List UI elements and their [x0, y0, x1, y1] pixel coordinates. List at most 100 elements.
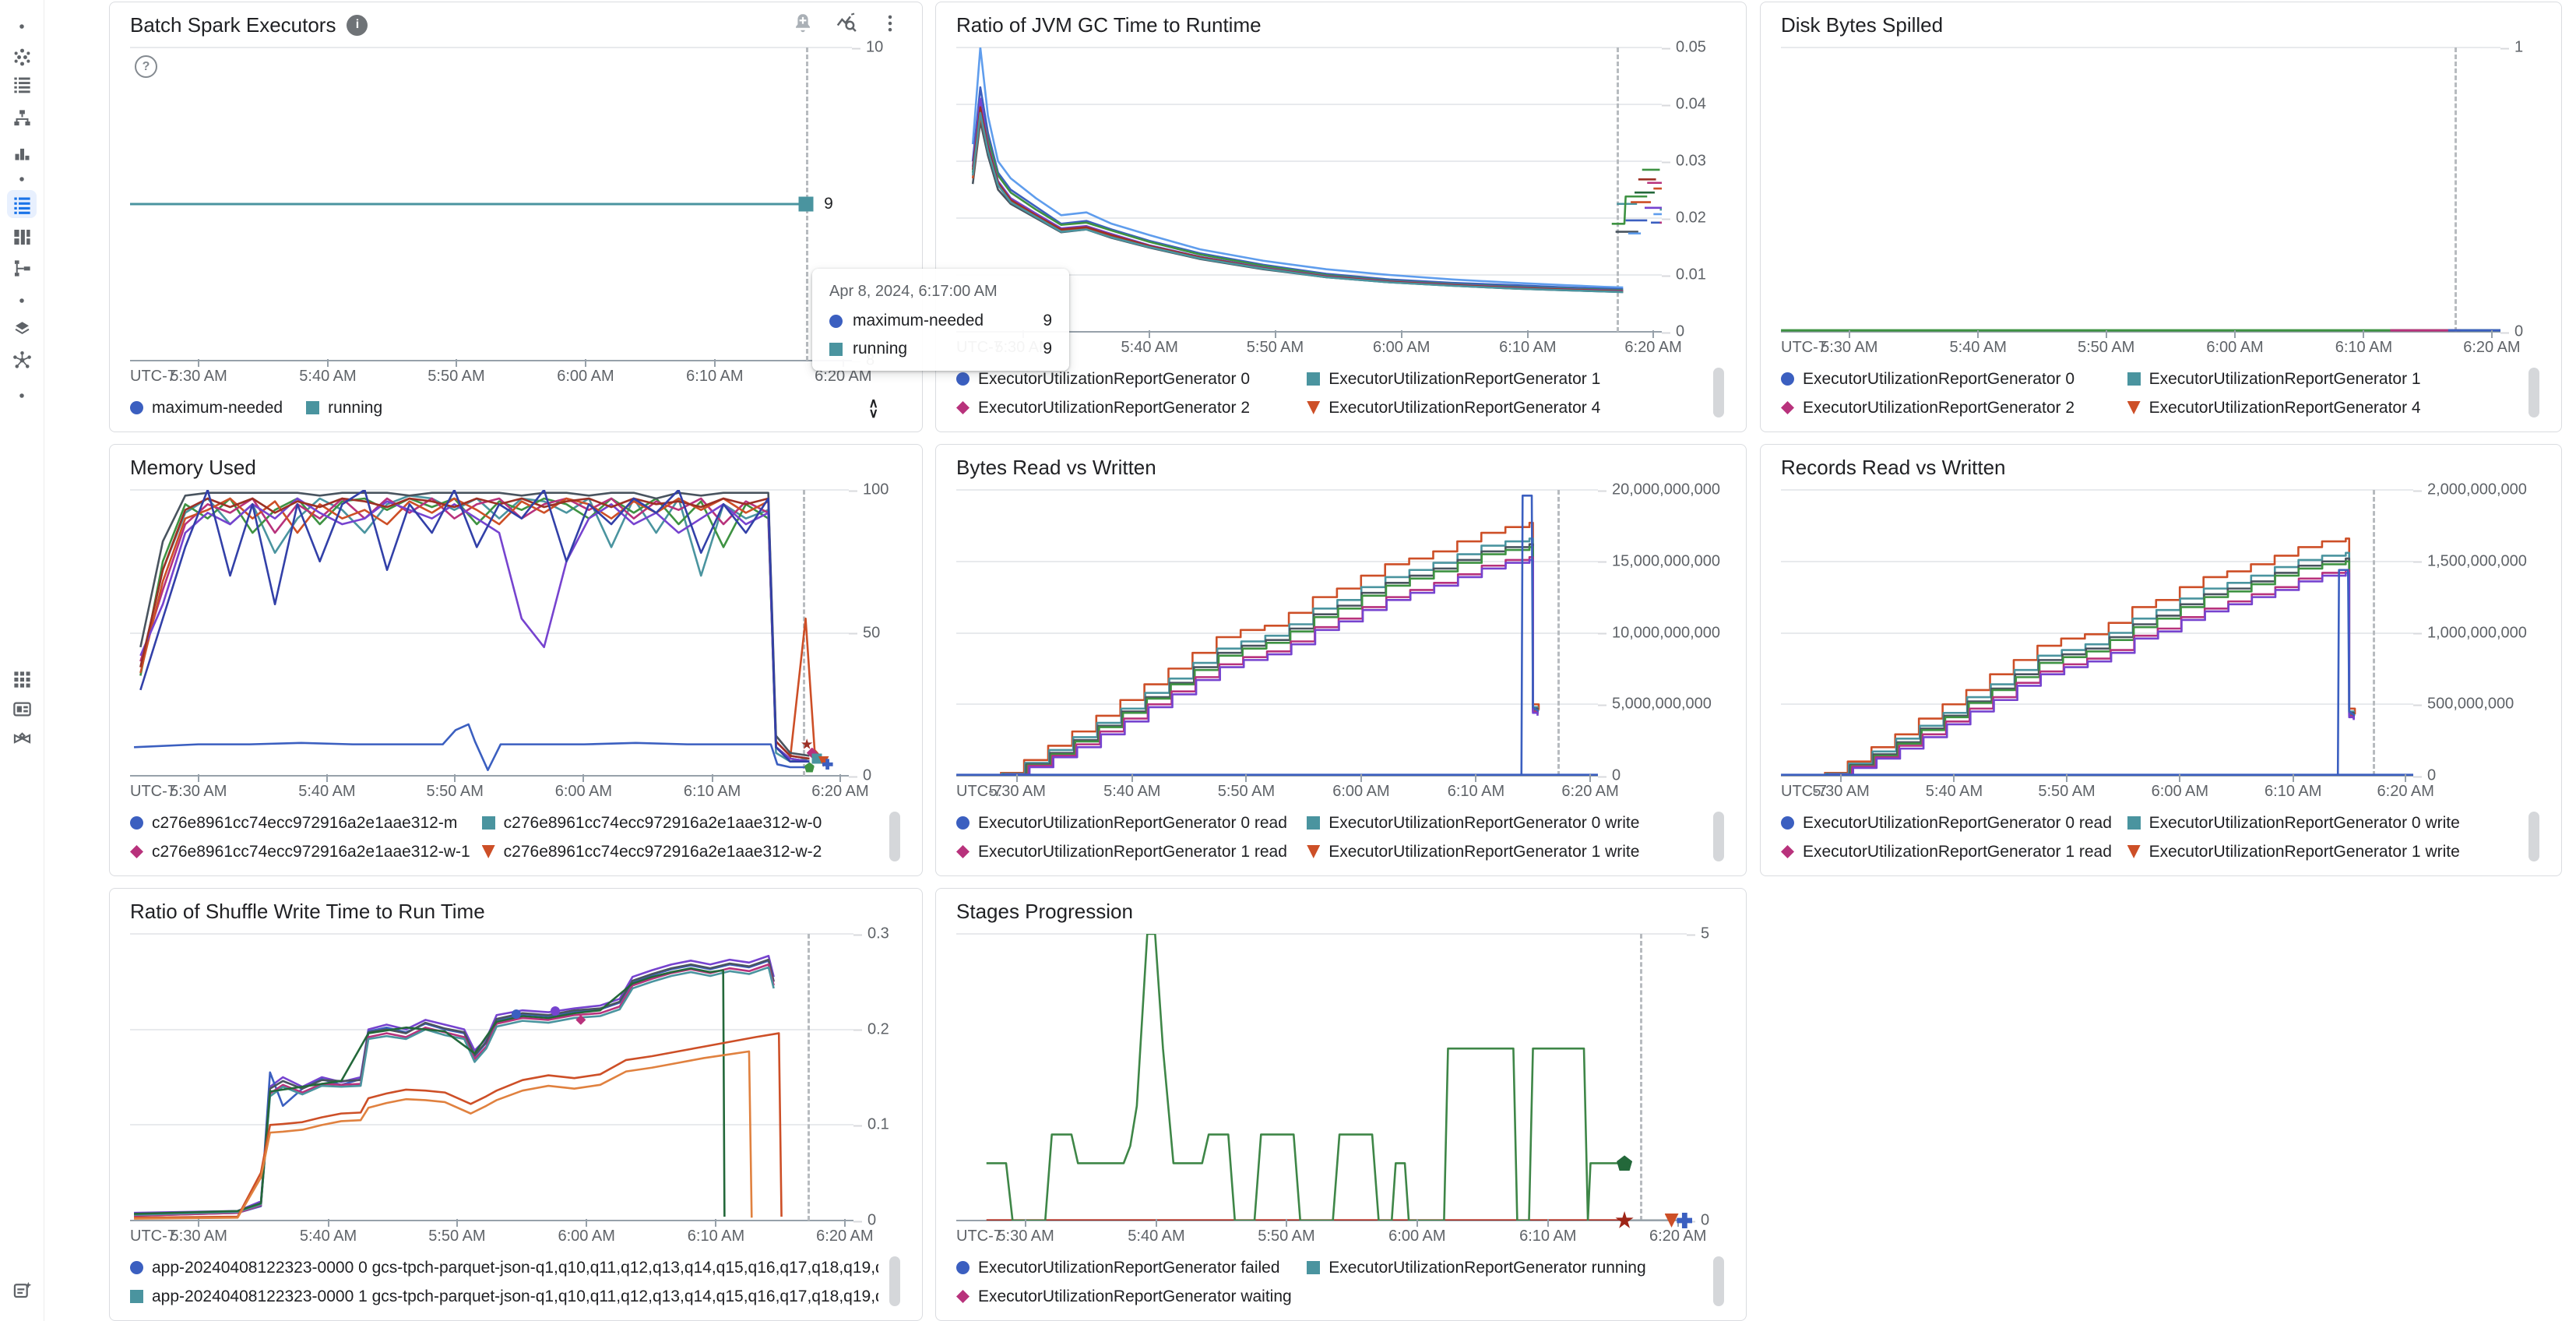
chart-plot-area[interactable] [956, 47, 1662, 333]
legend-item[interactable]: c276e8961cc74ecc972916a2e1aae312-w-0 [481, 814, 878, 833]
point-marker-square [798, 196, 814, 212]
legend-item[interactable]: app-20240408122323-0000 0 gcs-tpch-parqu… [130, 1259, 878, 1277]
chart-plot-area[interactable] [956, 933, 1693, 1228]
legend-item[interactable]: ExecutorUtilizationReportGenerator 0 wri… [1307, 814, 1702, 833]
help-icon[interactable]: ? [135, 55, 157, 78]
chart-plot-area[interactable] [1781, 47, 2500, 333]
nav-dot-1[interactable] [7, 12, 37, 41]
legend-label: ExecutorUtilizationReportGenerator 0 rea… [1803, 813, 2112, 832]
explore-chart-icon[interactable] [835, 12, 858, 39]
x-tick-label: 6:00 AM [557, 368, 614, 385]
legend-item[interactable]: ExecutorUtilizationReportGenerator 1 wri… [1307, 843, 1702, 861]
series-line [1828, 570, 2353, 774]
legend-scrollbar-thumb[interactable] [1713, 1256, 1724, 1306]
nav-news-card[interactable] [7, 695, 37, 723]
nav-blocks[interactable] [7, 223, 37, 251]
series-line [1005, 557, 1537, 774]
nav-layers[interactable] [7, 313, 37, 341]
nav-topology[interactable] [7, 346, 37, 374]
nav-dashboards-selected[interactable] [7, 190, 37, 218]
chart-plot-area[interactable] [956, 489, 1598, 777]
tooltip-series-value: 9 [1043, 340, 1052, 358]
legend-scrollbar-thumb[interactable] [2528, 812, 2539, 861]
legend-item[interactable]: app-20240408122323-0000 1 gcs-tpch-parqu… [130, 1288, 878, 1306]
x-tick [1016, 774, 1019, 782]
legend-scrollbar-thumb[interactable] [2528, 368, 2539, 417]
x-tick-label: 5:40 AM [1103, 783, 1161, 800]
series-line [987, 934, 1624, 1221]
x-tick-label: 6:10 AM [1519, 1228, 1577, 1245]
legend-item[interactable]: ExecutorUtilizationReportGenerator 0 rea… [956, 814, 1307, 833]
legend-label: app-20240408122323-0000 0 gcs-tpch-parqu… [152, 1258, 878, 1277]
chart-plot-area[interactable] [130, 489, 849, 777]
legend-label: ExecutorUtilizationReportGenerator faile… [978, 1258, 1280, 1277]
nav-metrics-list[interactable] [7, 70, 37, 98]
more-options-icon[interactable] [878, 12, 902, 39]
nav-release-notes[interactable] [7, 1276, 37, 1304]
legend-item[interactable]: c276e8961cc74ecc972916a2e1aae312-w-2 [481, 843, 878, 861]
nav-dot-2[interactable] [7, 165, 37, 193]
x-tick-label: 6:10 AM [1447, 783, 1505, 800]
legend-scrollbar-thumb[interactable] [1713, 812, 1724, 861]
legend-item[interactable]: ExecutorUtilizationReportGenerator 1 [2127, 370, 2518, 389]
y-axis-labels: 100 50 0 [849, 481, 902, 784]
y-tick-label: 5 [1687, 925, 1709, 943]
legend-item[interactable]: maximum-needed [130, 399, 283, 417]
legend-expand-icon[interactable]: ∧ ∨ [868, 395, 878, 420]
legend-item[interactable]: c276e8961cc74ecc972916a2e1aae312-m [130, 814, 482, 833]
legend-item[interactable]: ExecutorUtilizationReportGenerator 1 [1307, 370, 1702, 389]
legend-item[interactable]: ExecutorUtilizationReportGenerator 0 [956, 370, 1307, 389]
legend-item[interactable]: ExecutorUtilizationReportGenerator 0 rea… [1781, 814, 2127, 833]
legend-item[interactable]: ExecutorUtilizationReportGenerator 2 [956, 399, 1307, 417]
nav-integrations[interactable] [7, 724, 37, 752]
chart-plot-area[interactable] [1781, 489, 2413, 777]
x-tick-label: 6:20 AM [2377, 783, 2434, 800]
legend-item[interactable]: ExecutorUtilizationReportGenerator 4 [1307, 399, 1702, 417]
x-tick [1475, 774, 1477, 782]
series-line [134, 968, 724, 1217]
x-tick [1274, 330, 1276, 338]
x-tick [586, 1219, 588, 1227]
add-alert-icon[interactable] [791, 12, 815, 39]
legend-item[interactable]: ExecutorUtilizationReportGenerator 4 [2127, 399, 2518, 417]
info-icon[interactable]: i [347, 14, 368, 36]
chart-header: Records Read vs Written [1781, 445, 2541, 490]
legend-item[interactable]: ExecutorUtilizationReportGenerator 2 [1781, 399, 2127, 417]
x-tick [1652, 330, 1655, 338]
chevron-up-icon: ∧ [868, 395, 878, 410]
gridline [130, 1124, 853, 1126]
nav-schema[interactable] [7, 254, 37, 282]
x-tick-label: UTC-7 [1781, 783, 1827, 800]
nav-dot-4[interactable] [7, 382, 37, 410]
legend-item[interactable]: c276e8961cc74ecc972916a2e1aae312-w-1 [130, 843, 482, 861]
legend-label: app-20240408122323-0000 1 gcs-tpch-parqu… [152, 1287, 878, 1305]
legend-item[interactable]: running [306, 399, 382, 417]
legend-scrollbar-thumb[interactable] [1713, 368, 1724, 417]
y-tick-label: 50 [849, 624, 880, 642]
chart-card-records-read-written: Records Read vs Written 2,000,000,000 1,50… [1760, 444, 2562, 876]
x-axis-line [130, 360, 852, 361]
legend-scrollbar-thumb[interactable] [889, 812, 900, 861]
y-tick-label: 100 [849, 481, 889, 499]
nav-dot-3[interactable] [7, 287, 37, 315]
nav-metrics-explorer[interactable] [7, 139, 37, 167]
legend-item[interactable]: ExecutorUtilizationReportGenerator runni… [1307, 1259, 1702, 1277]
legend-item[interactable]: ExecutorUtilizationReportGenerator 1 wri… [2127, 843, 2518, 861]
legend-item[interactable]: ExecutorUtilizationReportGenerator waiti… [956, 1288, 1307, 1306]
legend-item[interactable]: ExecutorUtilizationReportGenerator faile… [956, 1259, 1307, 1277]
tooltip-series-label: running [853, 340, 908, 358]
legend-item[interactable]: ExecutorUtilizationReportGenerator 0 wri… [2127, 814, 2518, 833]
nav-resource-tree[interactable] [7, 104, 37, 132]
crosshair-line [2455, 48, 2458, 332]
nav-apps-grid[interactable] [7, 665, 37, 693]
chart-plot-area[interactable]: ? 9 [130, 47, 852, 361]
y-axis-labels: 0.3 0.2 0.1 0 [853, 925, 902, 1229]
legend-scrollbar-thumb[interactable] [889, 1256, 900, 1306]
nav-workloads[interactable] [7, 43, 37, 71]
legend-item[interactable]: ExecutorUtilizationReportGenerator 1 rea… [1781, 843, 2127, 861]
legend-label: ExecutorUtilizationReportGenerator 1 wri… [2148, 842, 2460, 861]
legend-item[interactable]: ExecutorUtilizationReportGenerator 1 rea… [956, 843, 1307, 861]
legend-item[interactable]: ExecutorUtilizationReportGenerator 0 [1781, 370, 2127, 389]
chart-plot-area[interactable] [130, 933, 853, 1221]
